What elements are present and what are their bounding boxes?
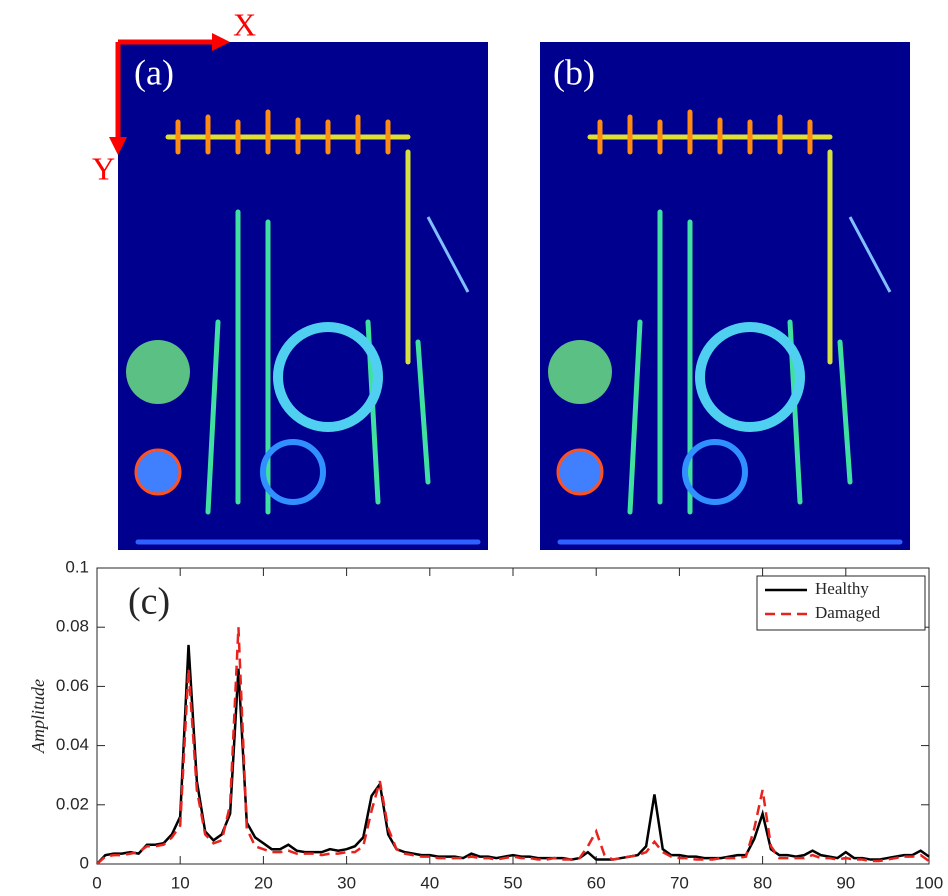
y-tick-label: 0.1: [65, 557, 89, 576]
y-axis-label: Amplitude: [28, 679, 48, 754]
x-tick-label: 80: [753, 873, 772, 892]
y-arrow-label: Y: [92, 150, 115, 186]
image-b: [540, 42, 910, 550]
x-tick-label: 100: [915, 873, 943, 892]
x-tick-label: 90: [836, 873, 855, 892]
y-tick-label: 0.02: [56, 794, 89, 813]
x-arrow-label: X: [233, 6, 256, 42]
legend-label: Healthy: [815, 579, 869, 598]
y-tick-label: 0.04: [56, 735, 89, 754]
x-tick-label: 20: [254, 873, 273, 892]
y-tick-label: 0.06: [56, 676, 89, 695]
x-tick-label: 60: [587, 873, 606, 892]
panel-label: (a): [134, 52, 174, 92]
legend-label: Damaged: [815, 603, 881, 622]
x-tick-label: 30: [337, 873, 356, 892]
x-tick-label: 0: [92, 873, 101, 892]
x-tick-label: 50: [504, 873, 523, 892]
y-tick-label: 0: [80, 853, 89, 872]
x-tick-label: 40: [420, 873, 439, 892]
legend-box: [756, 575, 926, 631]
panel-label: (b): [553, 52, 595, 92]
axis-arrows: [109, 33, 230, 155]
annotation: (c): [128, 581, 170, 623]
x-tick-label: 70: [670, 873, 689, 892]
chart: 0 10 20 30 40 50 60 70 80 90 100 0 0.02 0.04 0.06 0.08 0…: [28, 557, 943, 892]
x-tick-label: 10: [171, 873, 190, 892]
series-line: [96, 627, 930, 865]
image-a: [118, 42, 488, 550]
series-line: [96, 644, 930, 865]
y-tick-label: 0.08: [56, 617, 89, 636]
